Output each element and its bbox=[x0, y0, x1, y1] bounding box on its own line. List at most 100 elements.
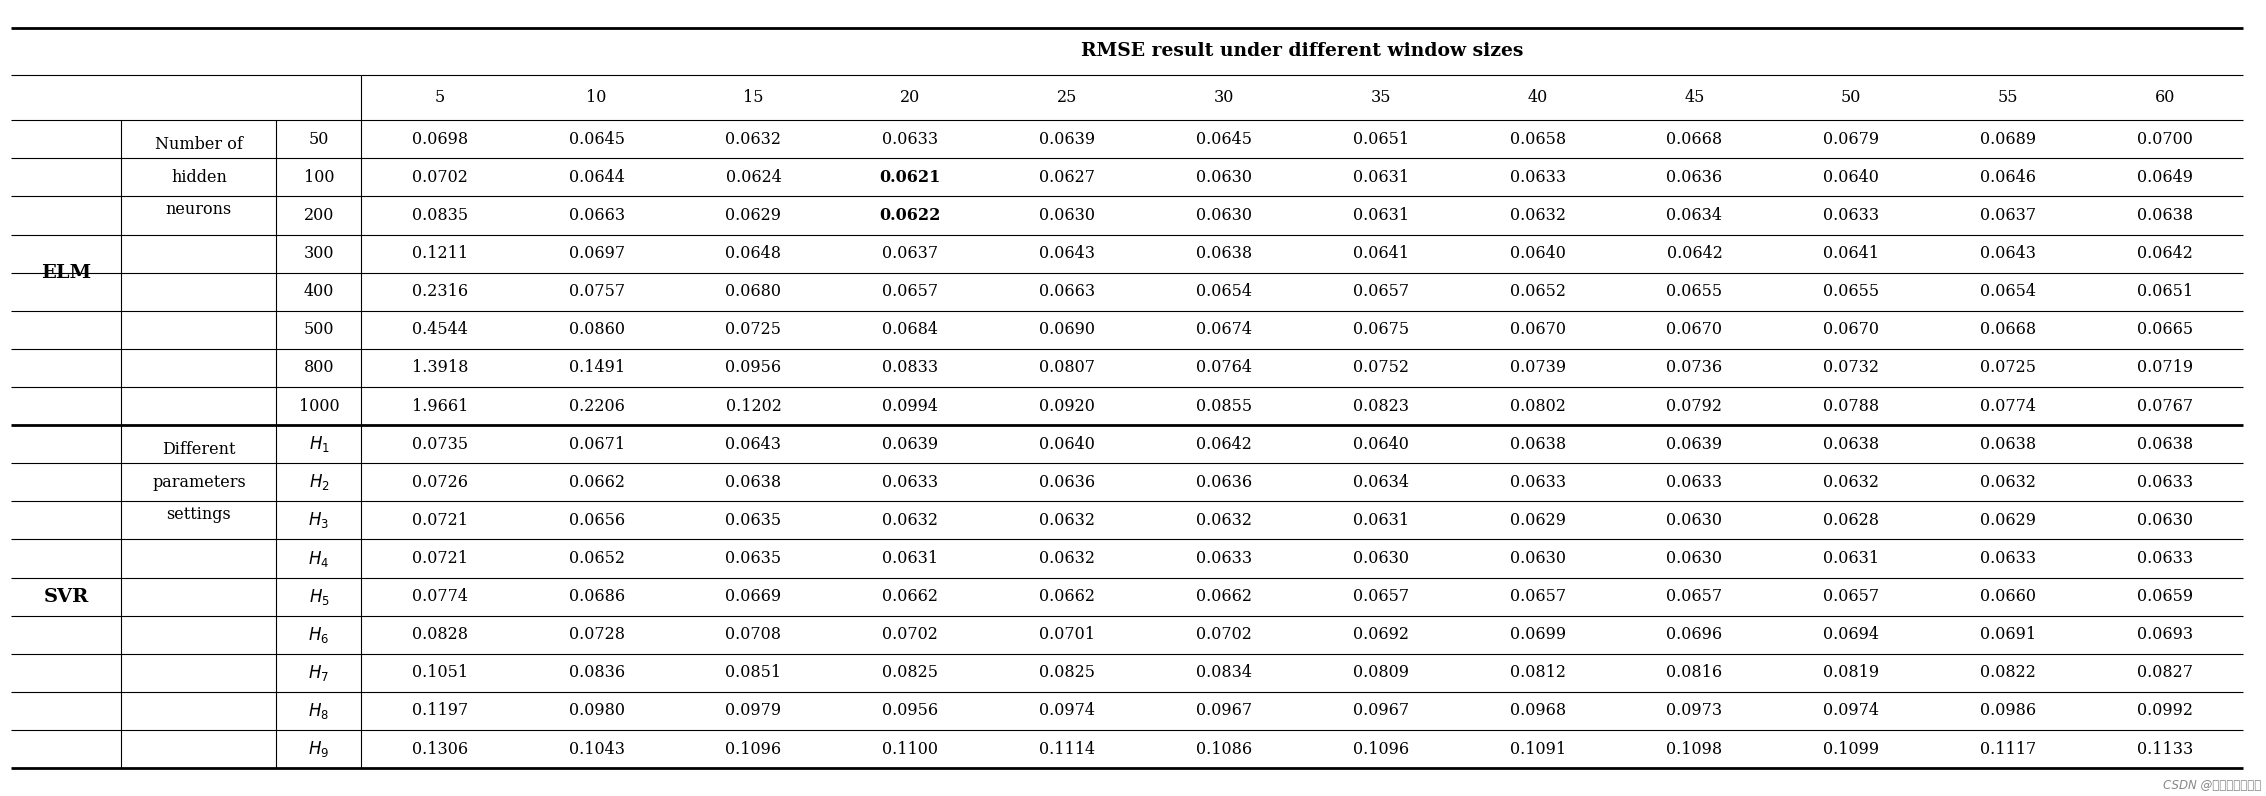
Text: $H_{1}$: $H_{1}$ bbox=[308, 434, 329, 455]
Text: 0.0686: 0.0686 bbox=[569, 588, 625, 605]
Text: $H_{4}$: $H_{4}$ bbox=[308, 548, 329, 568]
Text: 0.1100: 0.1100 bbox=[881, 740, 938, 758]
Text: 0.0640: 0.0640 bbox=[1509, 245, 1566, 262]
Text: 0.0644: 0.0644 bbox=[569, 169, 625, 186]
Text: 0.0651: 0.0651 bbox=[2137, 283, 2193, 300]
Text: 0.0640: 0.0640 bbox=[1824, 169, 1879, 186]
Text: 0.0639: 0.0639 bbox=[1666, 435, 1722, 453]
Text: 35: 35 bbox=[1371, 89, 1391, 106]
Text: 0.2316: 0.2316 bbox=[412, 283, 467, 300]
Text: 0.0992: 0.0992 bbox=[2137, 702, 2193, 720]
Text: 0.2206: 0.2206 bbox=[569, 397, 625, 415]
Text: 0.0691: 0.0691 bbox=[1980, 626, 2037, 643]
Text: 0.1211: 0.1211 bbox=[412, 245, 467, 262]
Text: 5: 5 bbox=[435, 89, 444, 106]
Text: 1000: 1000 bbox=[299, 397, 340, 415]
Text: 0.0637: 0.0637 bbox=[1980, 207, 2037, 224]
Text: 0.1043: 0.1043 bbox=[569, 740, 625, 758]
Text: 0.0630: 0.0630 bbox=[1196, 207, 1253, 224]
Text: 0.0663: 0.0663 bbox=[569, 207, 625, 224]
Text: 0.0807: 0.0807 bbox=[1040, 360, 1094, 377]
Text: 0.0767: 0.0767 bbox=[2137, 397, 2193, 415]
Text: 0.0632: 0.0632 bbox=[1824, 474, 1879, 491]
Text: 0.0640: 0.0640 bbox=[1040, 435, 1094, 453]
Text: 0.0696: 0.0696 bbox=[1666, 626, 1722, 643]
Text: 0.0835: 0.0835 bbox=[412, 207, 467, 224]
Text: 0.0719: 0.0719 bbox=[2137, 360, 2193, 377]
Text: 500: 500 bbox=[304, 322, 333, 338]
Text: 0.0633: 0.0633 bbox=[2137, 550, 2193, 567]
Text: 0.0638: 0.0638 bbox=[2137, 207, 2193, 224]
Text: SVR: SVR bbox=[43, 587, 88, 606]
Text: 400: 400 bbox=[304, 283, 333, 300]
Text: 0.0627: 0.0627 bbox=[1040, 169, 1094, 186]
Text: 0.0633: 0.0633 bbox=[1196, 550, 1253, 567]
Text: 0.0633: 0.0633 bbox=[1666, 474, 1722, 491]
Text: 0.0920: 0.0920 bbox=[1040, 397, 1094, 415]
Text: RMSE result under different window sizes: RMSE result under different window sizes bbox=[1081, 42, 1523, 60]
Text: 0.0812: 0.0812 bbox=[1509, 665, 1566, 681]
Text: 0.0643: 0.0643 bbox=[725, 435, 782, 453]
Text: 15: 15 bbox=[743, 89, 764, 106]
Text: 0.0641: 0.0641 bbox=[1353, 245, 1409, 262]
Text: 0.0855: 0.0855 bbox=[1196, 397, 1253, 415]
Text: 0.1051: 0.1051 bbox=[412, 665, 467, 681]
Text: 0.0956: 0.0956 bbox=[881, 702, 938, 720]
Text: 0.0757: 0.0757 bbox=[569, 283, 625, 300]
Text: 0.0994: 0.0994 bbox=[881, 397, 938, 415]
Text: 0.0788: 0.0788 bbox=[1824, 397, 1879, 415]
Text: 200: 200 bbox=[304, 207, 333, 224]
Text: 0.0629: 0.0629 bbox=[1509, 512, 1566, 529]
Text: 0.0657: 0.0657 bbox=[1353, 588, 1409, 605]
Text: 0.0670: 0.0670 bbox=[1666, 322, 1722, 338]
Text: 0.0774: 0.0774 bbox=[1980, 397, 2037, 415]
Text: 0.0662: 0.0662 bbox=[1040, 588, 1094, 605]
Text: $H_{3}$: $H_{3}$ bbox=[308, 510, 329, 530]
Text: 0.0967: 0.0967 bbox=[1196, 702, 1253, 720]
Text: 0.0968: 0.0968 bbox=[1509, 702, 1566, 720]
Text: 0.0632: 0.0632 bbox=[1509, 207, 1566, 224]
Text: 0.0702: 0.0702 bbox=[1196, 626, 1251, 643]
Text: 0.1096: 0.1096 bbox=[725, 740, 782, 758]
Text: 0.1197: 0.1197 bbox=[412, 702, 469, 720]
Text: 0.0654: 0.0654 bbox=[1980, 283, 2037, 300]
Text: 0.0675: 0.0675 bbox=[1353, 322, 1409, 338]
Text: 0.1096: 0.1096 bbox=[1353, 740, 1409, 758]
Text: 0.0649: 0.0649 bbox=[2137, 169, 2193, 186]
Text: 0.0721: 0.0721 bbox=[412, 550, 467, 567]
Text: hidden: hidden bbox=[170, 169, 227, 186]
Text: 0.0689: 0.0689 bbox=[1980, 131, 2037, 148]
Text: $H_{8}$: $H_{8}$ bbox=[308, 701, 329, 721]
Text: 0.0630: 0.0630 bbox=[1040, 207, 1094, 224]
Text: 0.0823: 0.0823 bbox=[1353, 397, 1409, 415]
Text: 0.1202: 0.1202 bbox=[725, 397, 782, 415]
Text: $H_{7}$: $H_{7}$ bbox=[308, 663, 329, 683]
Text: 0.0974: 0.0974 bbox=[1824, 702, 1879, 720]
Text: 0.0674: 0.0674 bbox=[1196, 322, 1253, 338]
Text: 0.0624: 0.0624 bbox=[725, 169, 782, 186]
Text: 0.0630: 0.0630 bbox=[1353, 550, 1409, 567]
Text: 0.0655: 0.0655 bbox=[1666, 283, 1722, 300]
Text: 0.0648: 0.0648 bbox=[725, 245, 782, 262]
Text: ELM: ELM bbox=[41, 263, 91, 282]
Text: 0.0833: 0.0833 bbox=[881, 360, 938, 377]
Text: 0.0643: 0.0643 bbox=[1980, 245, 2037, 262]
Text: 0.0632: 0.0632 bbox=[1040, 512, 1094, 529]
Text: 0.0645: 0.0645 bbox=[1196, 131, 1253, 148]
Text: 0.0752: 0.0752 bbox=[1353, 360, 1409, 377]
Text: 0.0697: 0.0697 bbox=[569, 245, 625, 262]
Text: 0.0630: 0.0630 bbox=[1666, 550, 1722, 567]
Text: settings: settings bbox=[168, 506, 231, 523]
Text: $H_{9}$: $H_{9}$ bbox=[308, 739, 329, 759]
Text: 0.0732: 0.0732 bbox=[1824, 360, 1879, 377]
Text: 0.0774: 0.0774 bbox=[412, 588, 467, 605]
Text: 0.0665: 0.0665 bbox=[2137, 322, 2193, 338]
Text: 0.0646: 0.0646 bbox=[1980, 169, 2037, 186]
Text: 0.0956: 0.0956 bbox=[725, 360, 782, 377]
Text: 0.0979: 0.0979 bbox=[725, 702, 782, 720]
Text: 0.0628: 0.0628 bbox=[1824, 512, 1879, 529]
Text: 0.0725: 0.0725 bbox=[1980, 360, 2037, 377]
Text: 0.0631: 0.0631 bbox=[1824, 550, 1879, 567]
Text: 0.0629: 0.0629 bbox=[725, 207, 782, 224]
Text: 0.0652: 0.0652 bbox=[569, 550, 625, 567]
